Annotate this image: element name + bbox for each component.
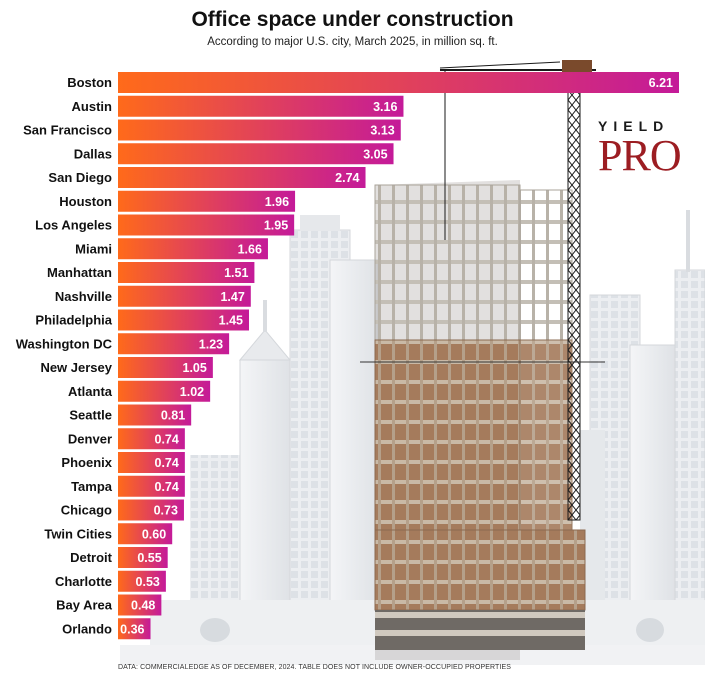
logo-top-text: YIELD <box>598 118 670 134</box>
bar-austin <box>118 95 404 117</box>
bar-san-diego <box>118 167 366 188</box>
category-label-chicago: Chicago <box>61 503 112 518</box>
yieldpro-logo: YIELD PRO <box>598 118 688 180</box>
bar-orlando <box>118 618 151 640</box>
construction-building <box>360 180 605 660</box>
category-label-orlando: Orlando <box>62 621 112 636</box>
bar-miami <box>118 238 268 260</box>
value-label-washington-dc: 1.23 <box>199 337 223 351</box>
value-label-houston: 1.96 <box>265 195 289 209</box>
bar-dallas <box>118 143 394 165</box>
bar-los-angeles <box>118 214 295 236</box>
category-label-detroit: Detroit <box>70 550 113 565</box>
category-label-washington-dc: Washington DC <box>16 336 113 351</box>
category-label-atlanta: Atlanta <box>68 384 113 399</box>
value-label-tampa: 0.74 <box>155 480 179 494</box>
category-label-phoenix: Phoenix <box>61 455 112 470</box>
bar-seattle <box>118 404 192 426</box>
category-label-austin: Austin <box>72 99 113 114</box>
value-label-detroit: 0.55 <box>137 551 161 565</box>
data-source-footnote: DATA: COMMERCIALEDGE AS OF DECEMBER, 202… <box>118 664 512 671</box>
category-label-charlotte: Charlotte <box>55 574 112 589</box>
category-label-nashville: Nashville <box>55 289 112 304</box>
value-label-chicago: 0.73 <box>154 504 178 518</box>
value-label-boston: 6.21 <box>649 76 673 90</box>
category-label-new-jersey: New Jersey <box>40 360 112 375</box>
bar-philadelphia <box>118 309 249 331</box>
category-label-twin-cities: Twin Cities <box>44 526 112 541</box>
bar-nashville <box>118 285 251 307</box>
value-label-austin: 3.16 <box>373 100 397 114</box>
bars-group <box>118 72 679 640</box>
category-label-san-diego: San Diego <box>48 170 112 185</box>
value-label-manhattan: 1.51 <box>224 266 248 280</box>
value-label-san-francisco: 3.13 <box>370 124 394 138</box>
value-label-san-diego: 2.74 <box>335 171 359 185</box>
bar-charlotte <box>118 570 166 592</box>
value-label-denver: 0.74 <box>155 432 179 446</box>
bar-houston <box>118 190 296 212</box>
bar-detroit <box>118 547 168 568</box>
category-label-manhattan: Manhattan <box>47 265 112 280</box>
bar-washington-dc <box>118 333 230 355</box>
category-label-miami: Miami <box>75 241 112 256</box>
category-label-bay-area: Bay Area <box>56 598 113 613</box>
bar-phoenix <box>118 452 185 473</box>
category-labels-group: Boston Austin San Francisco Dallas San Diego… <box>16 75 113 636</box>
category-label-houston: Houston <box>59 194 112 209</box>
value-label-bay-area: 0.48 <box>131 599 155 613</box>
value-label-new-jersey: 1.05 <box>183 361 207 375</box>
category-label-los-angeles: Los Angeles <box>35 218 112 233</box>
category-label-philadelphia: Philadelphia <box>35 313 112 328</box>
value-label-philadelphia: 1.45 <box>219 314 243 328</box>
crane <box>439 60 596 521</box>
category-label-tampa: Tampa <box>71 479 113 494</box>
value-label-miami: 1.66 <box>238 242 262 256</box>
bar-tampa <box>118 475 185 497</box>
value-label-atlanta: 1.02 <box>180 385 204 399</box>
bar-san-francisco <box>118 119 401 141</box>
chart-subtitle: According to major U.S. city, March 2025… <box>207 36 498 48</box>
value-label-seattle: 0.81 <box>161 409 185 423</box>
bar-boston <box>118 72 679 93</box>
bar-new-jersey <box>118 357 213 378</box>
category-label-seattle: Seattle <box>69 408 112 423</box>
category-label-boston: Boston <box>67 75 112 90</box>
value-label-phoenix: 0.74 <box>155 456 179 470</box>
category-label-san-francisco: San Francisco <box>23 123 112 138</box>
chart-title: Office space under construction <box>191 8 514 31</box>
logo-main-text: PRO <box>598 131 682 180</box>
value-label-orlando: 0.36 <box>120 622 144 636</box>
bar-manhattan <box>118 262 255 283</box>
bar-twin-cities <box>118 523 173 545</box>
category-label-denver: Denver <box>68 431 112 446</box>
value-label-dallas: 3.05 <box>363 147 387 161</box>
bar-bay-area <box>118 594 162 616</box>
bar-atlanta <box>118 380 211 402</box>
value-label-nashville: 1.47 <box>220 290 244 304</box>
value-label-charlotte: 0.53 <box>136 575 160 589</box>
bar-chicago <box>118 499 184 521</box>
value-label-twin-cities: 0.60 <box>142 527 166 541</box>
category-label-dallas: Dallas <box>74 146 112 161</box>
value-labels-group: 6.21 3.16 3.13 3.05 2.74 1.96 1.951.66 1.51 1.47… <box>120 76 673 636</box>
value-label-los-angeles: 1.95 <box>264 219 288 233</box>
bar-denver <box>118 428 185 450</box>
